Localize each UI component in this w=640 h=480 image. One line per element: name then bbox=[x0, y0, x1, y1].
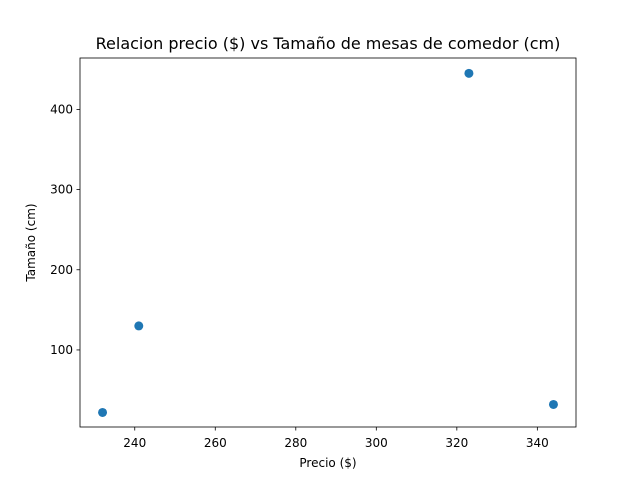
x-axis-ticks: 240 260 280 300 320 340 bbox=[123, 427, 549, 450]
y-axis-ticks: 100 200 300 400 bbox=[50, 102, 80, 357]
y-tick-label: 300 bbox=[50, 183, 73, 197]
x-axis-label: Precio ($) bbox=[299, 456, 356, 470]
x-tick-label: 300 bbox=[365, 436, 388, 450]
plot-area bbox=[79, 57, 577, 428]
x-tick-label: 240 bbox=[123, 436, 146, 450]
chart-title: Relacion precio ($) vs Tamaño de mesas d… bbox=[96, 34, 561, 53]
y-tick-label: 400 bbox=[50, 102, 73, 116]
data-point bbox=[464, 68, 474, 78]
plot-frame bbox=[79, 57, 577, 428]
x-tick-label: 280 bbox=[284, 436, 307, 450]
x-tick-label: 340 bbox=[526, 436, 549, 450]
data-points bbox=[98, 68, 558, 417]
y-tick-label: 200 bbox=[50, 263, 73, 277]
data-point bbox=[134, 321, 144, 331]
x-tick-label: 320 bbox=[445, 436, 468, 450]
data-point bbox=[98, 407, 108, 417]
y-tick-label: 100 bbox=[50, 343, 73, 357]
y-axis-label: Tamaño (cm) bbox=[24, 203, 38, 282]
data-point bbox=[548, 399, 558, 409]
x-tick-label: 260 bbox=[204, 436, 227, 450]
